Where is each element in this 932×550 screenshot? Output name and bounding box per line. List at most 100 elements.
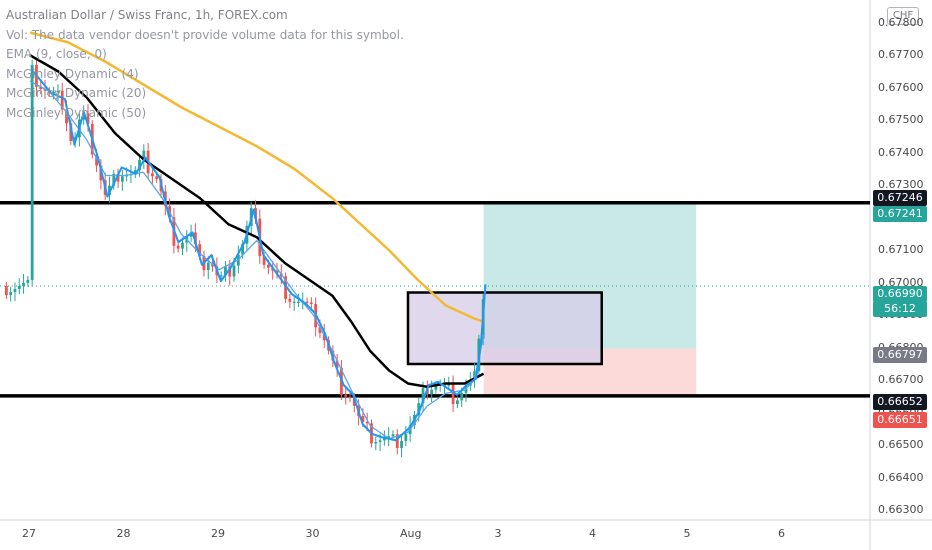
candle-body	[232, 265, 236, 277]
candle-body	[142, 150, 146, 160]
legend-volume[interactable]: Vol: The data vendor doesn't provide vol…	[6, 27, 404, 42]
legend-ema[interactable]: EMA (9, close, 0)	[6, 47, 107, 61]
candle-body	[198, 244, 202, 256]
candle-body	[206, 262, 210, 271]
candle-body	[65, 109, 68, 124]
candle-body	[219, 275, 223, 277]
candle-body	[95, 154, 98, 166]
candle-body	[151, 173, 154, 177]
currency-button[interactable]: CHF	[887, 7, 919, 25]
candle-body	[417, 403, 421, 415]
candle-body	[176, 245, 180, 249]
candle-body	[382, 438, 386, 441]
mcginley-4-line	[31, 69, 487, 442]
candle-body	[39, 86, 43, 89]
candle-body	[43, 88, 47, 92]
price-tick-label: 0.66300	[878, 503, 924, 517]
candle-body	[275, 270, 279, 274]
time-tick-label: 29	[211, 527, 225, 540]
candle-body	[26, 279, 30, 283]
entry-price-tag: 0.66797	[873, 347, 927, 363]
candle-body	[305, 301, 309, 303]
candle-body	[404, 434, 408, 441]
candle-body	[4, 286, 8, 296]
candle-body	[112, 173, 116, 186]
candle-body	[138, 159, 141, 171]
candle-body	[344, 394, 348, 397]
candle-body	[374, 441, 378, 444]
legend-title[interactable]: Australian Dollar / Swiss Franc, 1h, FOR…	[6, 8, 288, 22]
legend-mcginley-4[interactable]: McGinley Dynamic (4)	[6, 66, 139, 81]
candle-body	[421, 388, 425, 404]
candle-body	[430, 389, 434, 395]
candle-body	[284, 276, 287, 299]
candle-body	[395, 434, 399, 448]
target-price-tag: 0.67241	[873, 206, 927, 222]
candle-body	[116, 173, 120, 182]
price-tick-label: 0.67000	[878, 275, 924, 289]
candle-body	[378, 440, 382, 442]
candle-body	[292, 301, 296, 303]
candle-body	[288, 298, 292, 302]
price-tick-label: 0.66700	[878, 373, 924, 387]
mcginley-50-line	[29, 31, 485, 323]
candle-body	[60, 90, 64, 110]
candle-body	[17, 286, 21, 290]
time-tick-label: 30	[305, 527, 320, 540]
price-tick-label: 0.67100	[878, 243, 924, 257]
time-tick-label: Aug	[400, 527, 422, 540]
candle-body	[86, 113, 90, 124]
candle-body	[365, 421, 369, 424]
candle-body	[9, 292, 13, 296]
candle-body	[56, 90, 60, 93]
candle-body	[447, 384, 451, 386]
candle-body	[30, 64, 34, 280]
chart-legend: Australian Dollar / Swiss Franc, 1h, FOR…	[6, 6, 404, 123]
price-tick-label: 0.67300	[878, 178, 924, 192]
time-tick-label: 4	[589, 527, 596, 540]
candle-body	[193, 232, 197, 245]
price-tick-label: 0.67800	[878, 15, 924, 29]
candle-body	[266, 264, 270, 268]
ema-9-line	[29, 80, 485, 440]
candle-body	[335, 360, 339, 368]
candle-body	[297, 301, 300, 303]
candle-body	[262, 256, 266, 265]
candle-body	[455, 400, 459, 405]
last-price-tag: 0.66990	[873, 286, 927, 302]
countdown-tag: 56:12	[873, 301, 927, 317]
candle-body	[82, 113, 86, 120]
price-tick-label: 0.66400	[878, 470, 924, 484]
candle-body	[52, 91, 56, 94]
candle-body	[387, 436, 391, 439]
candle-body	[451, 384, 455, 405]
candle-body	[13, 289, 17, 293]
price-tick-label: 0.67400	[878, 145, 924, 159]
drawn-rectangle	[406, 291, 603, 366]
price-tick-label: 0.67700	[878, 48, 924, 62]
candle-body	[348, 396, 352, 399]
price-tick-label: 0.67600	[878, 80, 924, 94]
time-tick-label: 3	[494, 527, 502, 540]
candle-body	[460, 392, 464, 401]
candle-body	[224, 266, 227, 276]
support-price-tag: 0.66652	[873, 394, 927, 410]
candle-body	[352, 398, 356, 406]
time-tick-label: 28	[116, 527, 131, 540]
candle-body	[318, 327, 322, 334]
time-tick-label: 27	[22, 527, 36, 540]
candle-body	[133, 170, 137, 175]
candle-body	[391, 434, 395, 437]
candle-body	[309, 302, 313, 304]
price-tick-label: 0.67500	[878, 113, 924, 127]
stop-price-tag: 0.66651	[873, 412, 927, 428]
candle-body	[181, 242, 184, 249]
legend-mcginley-20[interactable]: McGinley Dynamic (20)	[6, 86, 147, 100]
candle-body	[241, 243, 245, 255]
candle-body	[155, 176, 159, 180]
candle-body	[434, 385, 438, 390]
legend-mcginley-50[interactable]: McGinley Dynamic (50)	[6, 105, 147, 120]
candle-body	[22, 282, 25, 286]
